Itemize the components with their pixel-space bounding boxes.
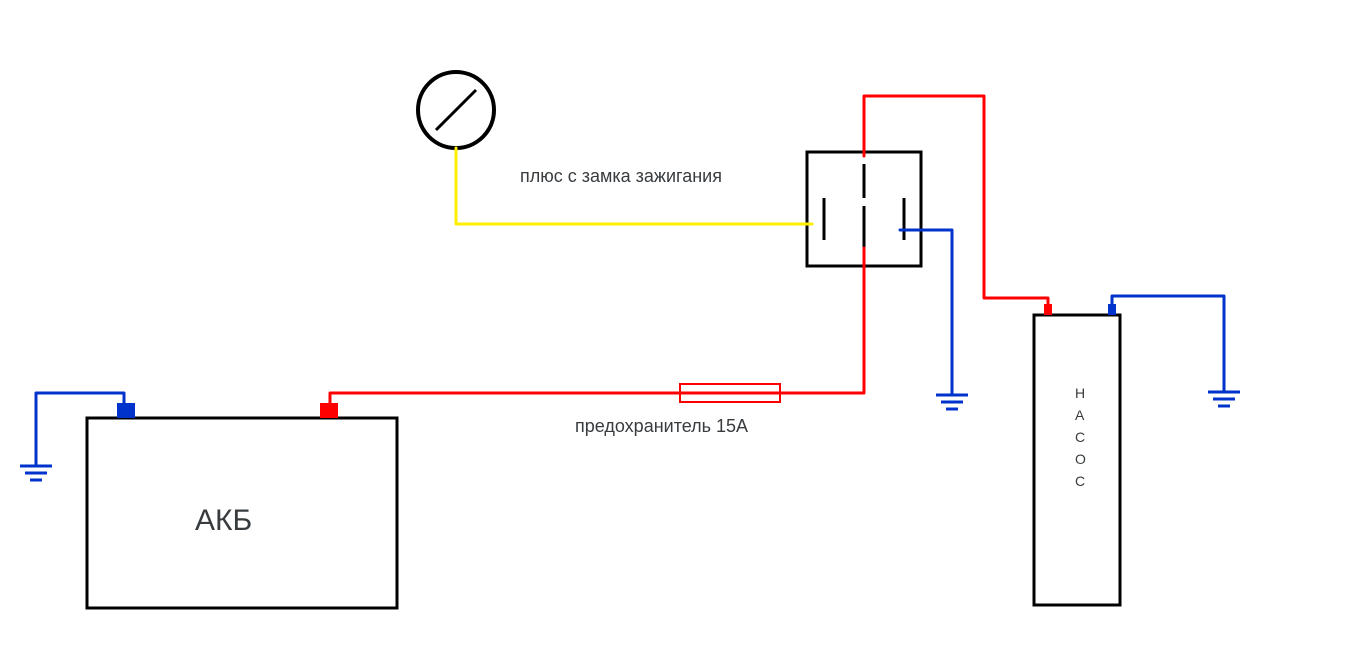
wire-ignition-yellow xyxy=(456,148,812,224)
wire-relay-to-fuse-red xyxy=(780,248,864,393)
ground-symbol xyxy=(1208,392,1240,406)
label-battery: АКБ xyxy=(195,504,252,537)
gauge-needle xyxy=(436,90,476,130)
label-fuse: предохранитель 15А xyxy=(575,416,748,436)
wire-relay-to-pump-red xyxy=(864,96,1048,308)
wire-pump-ground-blue xyxy=(1112,296,1224,392)
battery-terminal-neg xyxy=(117,403,135,418)
wiring-diagram: АКБ плюс с замка зажигания предохранитель … xyxy=(0,0,1350,669)
wire-fuse-to-battery-red xyxy=(330,393,680,404)
label-pump: НАСОС xyxy=(1075,385,1086,489)
ground-symbol xyxy=(936,395,968,409)
label-ignition: плюс с замка зажигания xyxy=(520,166,722,186)
battery-terminal-pos xyxy=(320,403,338,418)
wire-relay-ground-blue xyxy=(900,230,952,395)
ground-symbol xyxy=(20,466,52,480)
wire-battery-ground-blue xyxy=(36,393,124,466)
